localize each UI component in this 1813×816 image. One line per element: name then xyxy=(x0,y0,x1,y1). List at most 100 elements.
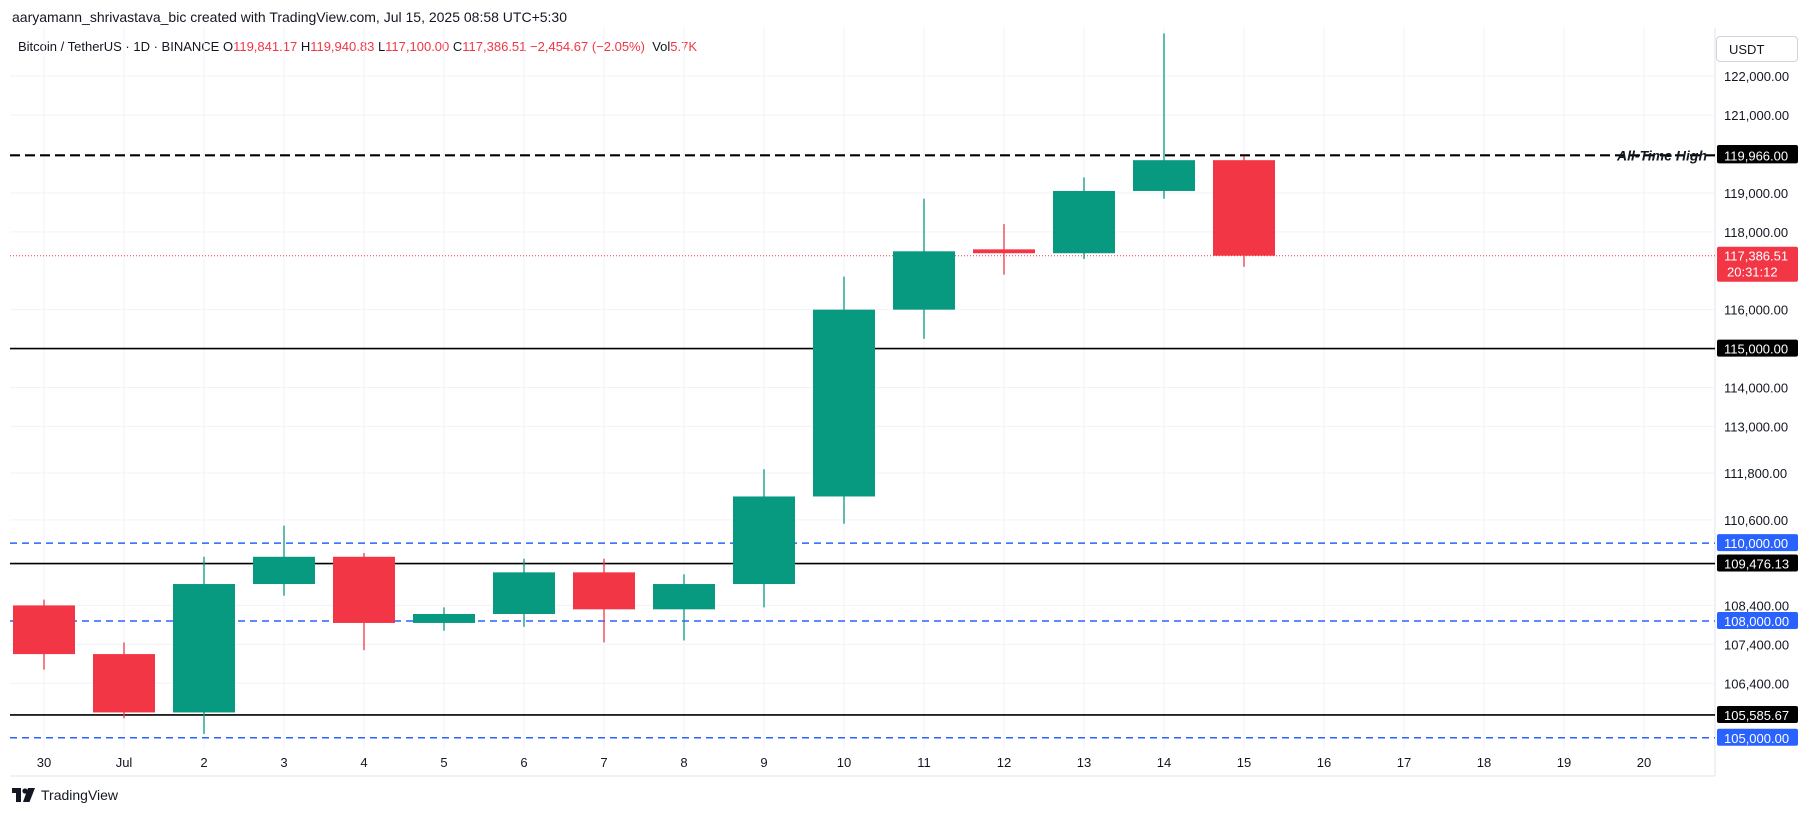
last-price-label: 117,386.51 xyxy=(1724,249,1788,264)
close-label: C xyxy=(452,39,463,54)
time-tick-label: 13 xyxy=(1077,755,1091,770)
price-tick-label: 122,000.00 xyxy=(1724,69,1789,84)
candle-15[interactable] xyxy=(1213,156,1275,267)
tradingview-logo-icon xyxy=(12,788,36,802)
time-axis[interactable]: 30 Jul 2 3 4 5 6 7 8 9 10 11 12 13 14 15 16 17 18 19 20 xyxy=(37,755,1651,770)
candle-7[interactable] xyxy=(573,558,635,643)
time-tick-label: 5 xyxy=(440,755,447,770)
level-badge-label: 110,000.00 xyxy=(1724,536,1788,551)
candle-body xyxy=(1053,190,1115,254)
level-badge-label: 108,000.00 xyxy=(1724,614,1789,629)
price-tick-label: 106,400.00 xyxy=(1724,676,1789,691)
candle-3[interactable] xyxy=(253,525,315,596)
price-tick-label: 110,600.00 xyxy=(1724,513,1788,528)
candle-Jul[interactable] xyxy=(93,642,155,719)
symbol-label[interactable]: Bitcoin / TetherUS · 1D · BINANCE xyxy=(18,39,220,54)
candle-body xyxy=(813,309,875,497)
time-tick-label: 12 xyxy=(997,755,1011,770)
price-tick-label: 111,800.00 xyxy=(1724,466,1787,481)
candle-body xyxy=(93,654,155,713)
change-value: −2,454.67 (−2.05%) xyxy=(530,39,645,54)
level-badge-label: 109,476.13 xyxy=(1724,557,1789,572)
time-tick-label: 8 xyxy=(680,755,687,770)
candle-30[interactable] xyxy=(13,599,75,670)
level-badge-108,000.00 xyxy=(1717,612,1798,629)
time-tick-label: 4 xyxy=(360,755,367,770)
candle-body xyxy=(733,496,795,585)
time-tick-label: 3 xyxy=(280,755,287,770)
time-tick-label: 7 xyxy=(600,755,607,770)
candle-4[interactable] xyxy=(333,552,395,651)
ohlc-legend: Bitcoin / TetherUS · 1D · BINANCE O 119,8… xyxy=(18,39,697,54)
time-tick-label: 30 xyxy=(37,755,51,770)
volume-label: Vol xyxy=(652,39,671,54)
candle-body xyxy=(253,556,315,585)
time-tick-label: 9 xyxy=(760,755,767,770)
level-badge-label: 105,585.67 xyxy=(1724,708,1789,723)
low-label: L xyxy=(377,39,386,54)
candle-5[interactable] xyxy=(413,607,475,631)
level-badge-109,476.13 xyxy=(1717,554,1798,572)
candle-body xyxy=(1213,160,1275,256)
price-tick-label: 118,000.00 xyxy=(1724,225,1788,240)
candle-body xyxy=(653,584,715,610)
time-tick-label: 19 xyxy=(1557,755,1571,770)
open-value: 119,841.17 xyxy=(233,39,298,54)
level-badge-105,000.00 xyxy=(1717,728,1798,746)
time-tick-label: 11 xyxy=(917,755,931,770)
candle-9[interactable] xyxy=(733,469,795,608)
price-tick-label: 114,000.00 xyxy=(1724,381,1788,396)
candle-11[interactable] xyxy=(893,198,955,339)
bar-countdown-label: 20:31:12 xyxy=(1727,265,1778,280)
price-tick-label: 116,000.00 xyxy=(1724,303,1788,318)
candle-14[interactable] xyxy=(1133,33,1195,199)
level-badge-105,585.67 xyxy=(1717,705,1798,723)
candle-body xyxy=(573,572,635,610)
price-tick-label: 119,000.00 xyxy=(1724,186,1788,201)
candle-body xyxy=(333,556,395,623)
level-badge-119,966.00 xyxy=(1717,146,1798,164)
candle-body xyxy=(893,251,955,310)
low-value: 117,100.00 xyxy=(385,39,450,54)
close-value: 117,386.51 xyxy=(462,39,527,54)
candle-8[interactable] xyxy=(653,574,715,641)
candle-body xyxy=(973,249,1035,254)
time-tick-label: 6 xyxy=(520,755,527,770)
candle-13[interactable] xyxy=(1053,177,1115,260)
high-label: H xyxy=(300,39,311,54)
candle-12[interactable] xyxy=(973,224,1035,275)
level-badge-label: 119,966.00 xyxy=(1724,148,1788,163)
level-badge-label: 105,000.00 xyxy=(1724,731,1789,746)
open-label: O xyxy=(222,39,234,54)
candle-body xyxy=(173,584,235,713)
candle-body xyxy=(1133,160,1195,191)
high-value: 119,940.83 xyxy=(310,39,375,54)
candles xyxy=(13,33,1275,734)
tradingview-brand[interactable]: TradingView xyxy=(12,787,118,803)
candle-2[interactable] xyxy=(173,556,235,734)
candle-6[interactable] xyxy=(493,558,555,627)
time-tick-label: 2 xyxy=(200,755,207,770)
time-tick-label: 20 xyxy=(1637,755,1651,770)
level-badge-115,000.00 xyxy=(1717,339,1798,357)
price-axis[interactable]: 122,000.00 121,000.00 119,000.00 118,000.00… xyxy=(1717,69,1798,746)
tradingview-brand-label: TradingView xyxy=(41,787,119,803)
price-tick-label: 113,000.00 xyxy=(1724,419,1788,434)
currency-selector[interactable]: USDT xyxy=(1716,36,1798,62)
time-tick-label: 18 xyxy=(1477,755,1491,770)
chart-creator-line: aaryamann_shrivastava_bic created with T… xyxy=(12,9,568,25)
time-tick-label: 10 xyxy=(837,755,851,770)
candle-10[interactable] xyxy=(813,276,875,524)
time-tick-label: 14 xyxy=(1157,755,1171,770)
last-price-badge xyxy=(1717,246,1798,282)
price-tick-label: 107,400.00 xyxy=(1724,637,1789,652)
all-time-high-annotation: All-Time High xyxy=(1616,147,1707,163)
candle-body xyxy=(13,605,75,655)
time-tick-label: 16 xyxy=(1317,755,1331,770)
price-tick-label: 108,400.00 xyxy=(1724,598,1789,613)
time-tick-label: Jul xyxy=(116,755,133,770)
level-badge-label: 115,000.00 xyxy=(1724,342,1788,357)
level-badge-110,000.00 xyxy=(1717,534,1798,552)
candle-body xyxy=(493,572,555,614)
